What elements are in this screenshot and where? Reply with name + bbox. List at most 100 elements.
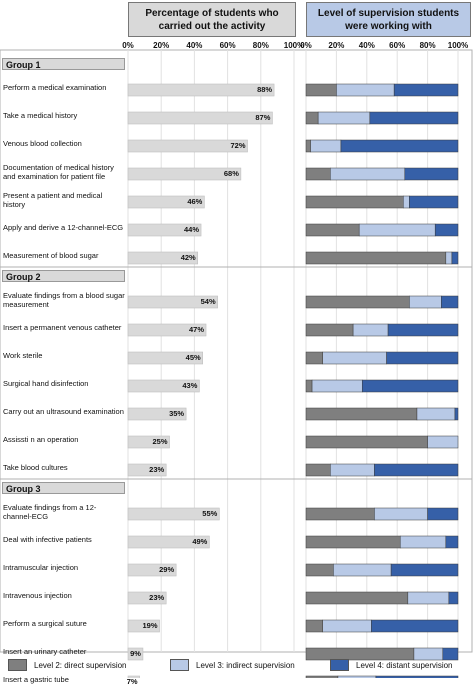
percent-bar [127, 83, 275, 97]
percent-bar [127, 379, 200, 393]
supervision-level3-bar [403, 195, 410, 209]
right-panel-title: Level of supervision students were worki… [306, 2, 471, 37]
activity-label: Documentation of medical history and exa… [3, 162, 114, 182]
supervision-level2-bar [305, 619, 323, 633]
activity-label: Insert an urinary catheter [3, 647, 87, 657]
activity-label: Surgical hand disinfection [3, 379, 89, 389]
outer-frame [0, 49, 473, 653]
activity-label: Assissti n an operation [3, 435, 79, 445]
percent-bar [127, 435, 170, 449]
supervision-level4-bar [393, 83, 459, 97]
left-tick-label: 20% [153, 41, 170, 50]
percent-bar [127, 195, 205, 209]
supervision-level2-bar [305, 435, 428, 449]
percent-value-label: 25% [152, 437, 168, 446]
left-tick-label: 100% [283, 41, 305, 50]
activity-label: Intramuscular injection [3, 563, 79, 573]
percent-value-label: 35% [169, 409, 185, 418]
supervision-level4-bar [375, 675, 459, 678]
percent-bar [127, 647, 144, 661]
supervision-level2-bar [305, 563, 334, 577]
group-label: Group 2 [2, 270, 125, 282]
percent-value-label: 55% [202, 509, 218, 518]
percent-value-label: 72% [230, 141, 246, 150]
activity-label: Carry out an ultrasound examination [3, 407, 124, 417]
activity-label: Evaluate findings from a blood sugar mea… [3, 290, 125, 310]
supervision-level3-bar [445, 251, 453, 265]
left-panel-title: Percentage of students who carried out t… [128, 2, 296, 37]
legend-swatch-level2 [8, 659, 27, 671]
activity-label: Perform a medical examination [3, 83, 107, 93]
percent-value-label: 88% [257, 85, 273, 94]
supervision-level4-bar [441, 295, 459, 309]
legend-swatch-level4 [330, 659, 349, 671]
activity-label: Measurement of blood sugar [3, 251, 99, 261]
percent-bar [127, 535, 210, 549]
percent-value-label: 45% [185, 353, 201, 362]
supervision-level3-bar [352, 323, 389, 337]
percent-bar [127, 111, 273, 125]
supervision-level3-bar [330, 167, 406, 181]
supervision-level3-bar [333, 563, 392, 577]
activity-label: Venous blood collection [3, 139, 82, 149]
percent-value-label: 23% [149, 593, 165, 602]
supervision-level3-bar [358, 223, 436, 237]
supervision-level2-bar [305, 195, 404, 209]
supervision-level4-bar [445, 535, 459, 549]
supervision-level2-bar [305, 251, 447, 265]
percent-value-label: 7% [126, 677, 138, 686]
chart-canvas [0, 49, 473, 678]
percent-value-label: 42% [180, 253, 196, 262]
supervision-level4-bar [442, 647, 459, 661]
supervision-level4-bar [374, 463, 459, 477]
supervision-level2-bar [305, 535, 401, 549]
supervision-level2-bar [305, 351, 323, 365]
supervision-level4-bar [434, 223, 459, 237]
supervision-level4-bar [451, 251, 459, 265]
supervision-level3-bar [409, 295, 442, 309]
supervision-level3-bar [416, 407, 456, 421]
percent-bar [127, 251, 199, 265]
supervision-level3-bar [427, 435, 459, 449]
supervision-level3-bar [322, 351, 387, 365]
legend-label-level4: Level 4: distant supervision [356, 660, 453, 670]
supervision-level2-bar [305, 507, 375, 521]
supervision-level3-bar [407, 591, 450, 605]
right-tick-label: 80% [419, 41, 436, 50]
left-tick-label: 60% [219, 41, 236, 50]
percent-bar [127, 323, 207, 337]
supervision-level3-bar [317, 111, 371, 125]
supervision-level4-bar [369, 111, 459, 125]
supervision-level2-bar [305, 223, 360, 237]
percent-value-label: 29% [159, 565, 175, 574]
supervision-level2-bar [305, 407, 418, 421]
percent-bar [127, 167, 242, 181]
supervision-level3-bar [399, 535, 447, 549]
legend-item-level4: Level 4: distant supervision [330, 659, 453, 671]
legend-label-level3: Level 3: indirect supervision [196, 660, 295, 670]
right-tick-label: 60% [389, 41, 406, 50]
activity-label: Insert a permanent venous catheter [3, 323, 122, 333]
percent-bar [127, 295, 218, 309]
percent-value-label: 47% [189, 325, 205, 334]
percent-value-label: 49% [192, 537, 208, 546]
activity-label: Take a medical history [3, 111, 78, 121]
percent-bar [127, 563, 177, 577]
supervision-level4-bar [390, 563, 459, 577]
percent-value-label: 44% [184, 225, 200, 234]
group-label: Group 3 [2, 482, 125, 494]
supervision-level2-bar [305, 139, 311, 153]
supervision-level2-bar [305, 675, 339, 678]
percent-value-label: 46% [187, 197, 203, 206]
group-label: Group 1 [2, 58, 125, 70]
activity-label: Evaluate findings from a 12-channel-ECG [3, 502, 97, 522]
activity-label: Apply and derive a 12-channel-ECG [3, 223, 124, 233]
percent-value-label: 68% [223, 169, 239, 178]
supervision-level2-bar [305, 295, 410, 309]
percent-value-label: 43% [182, 381, 198, 390]
supervision-level4-bar [386, 351, 459, 365]
activity-label: Intravenous injection [3, 591, 72, 601]
supervision-level4-bar [454, 407, 459, 421]
left-tick-label: 0% [122, 41, 134, 50]
legend-item-level3: Level 3: indirect supervision [170, 659, 295, 671]
